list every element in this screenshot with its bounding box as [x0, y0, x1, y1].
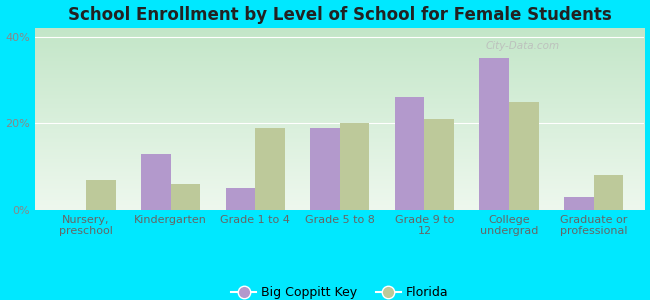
- Bar: [226, 188, 255, 210]
- Bar: [593, 175, 623, 210]
- Bar: [424, 119, 454, 210]
- Legend: Big Coppitt Key, Florida: Big Coppitt Key, Florida: [226, 281, 454, 300]
- Bar: [395, 97, 424, 210]
- Bar: [170, 184, 200, 210]
- Bar: [310, 128, 340, 210]
- Bar: [564, 197, 593, 210]
- Bar: [255, 128, 285, 210]
- Title: School Enrollment by Level of School for Female Students: School Enrollment by Level of School for…: [68, 6, 612, 24]
- Bar: [340, 123, 369, 210]
- Text: City-Data.com: City-Data.com: [486, 41, 560, 51]
- Bar: [480, 58, 509, 210]
- Bar: [141, 154, 170, 210]
- Bar: [509, 102, 539, 210]
- Bar: [86, 180, 116, 210]
